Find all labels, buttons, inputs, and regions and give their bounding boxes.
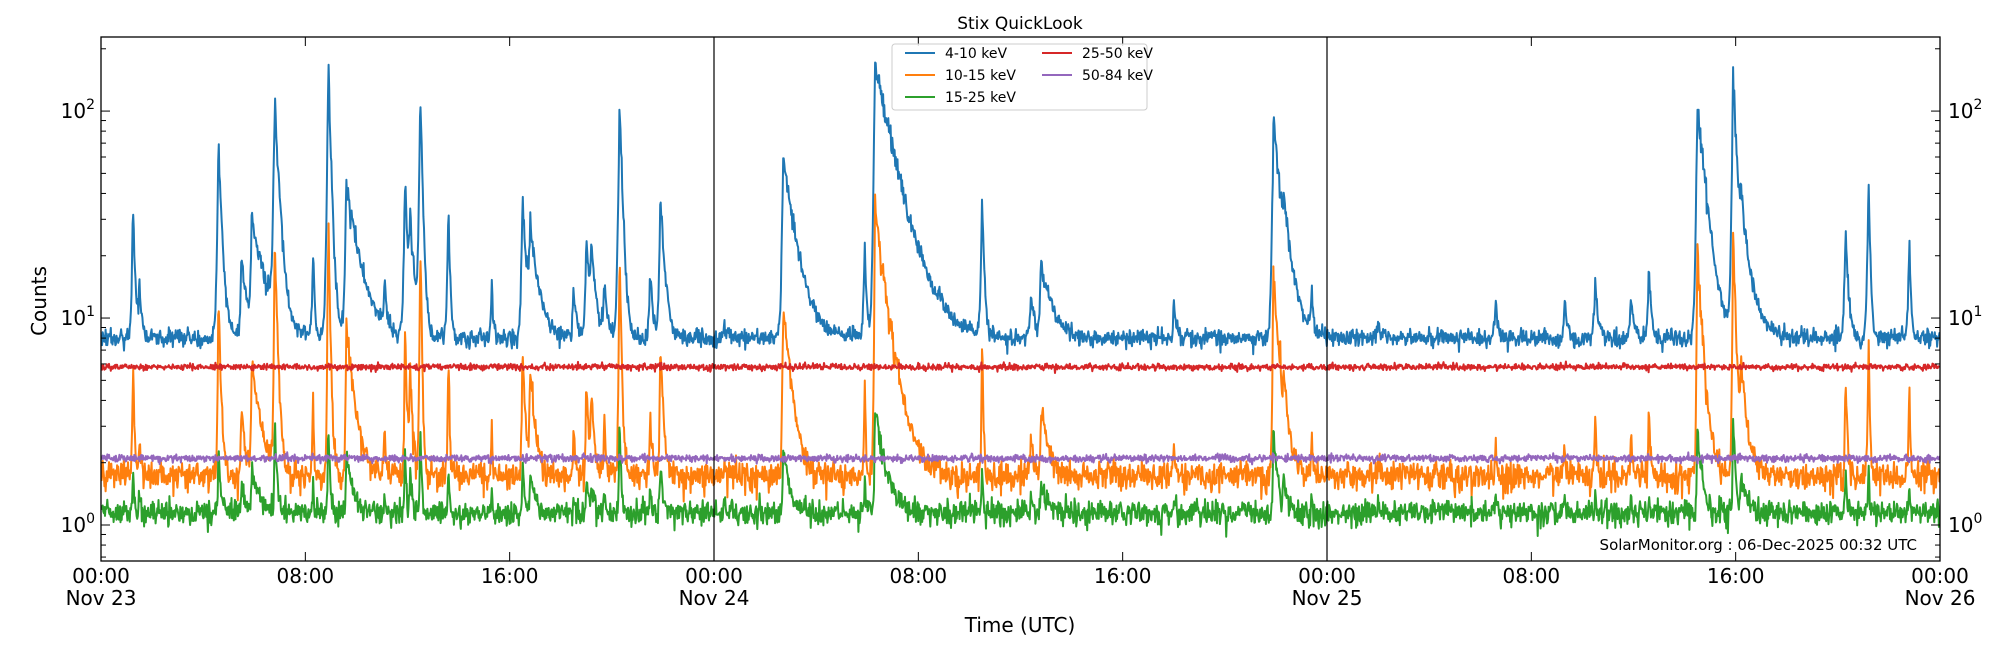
series-layer [101,61,1940,538]
y-tick-label: 101 [61,304,95,330]
x-tick-date-label: Nov 26 [1905,586,1976,610]
series-line-10-15-kev [101,193,1940,503]
legend-label: 25-50 keV [1082,46,1153,62]
x-tick-date-label: Nov 23 [66,586,137,610]
y-tick-exponent: 0 [86,511,95,527]
x-tick-label: 08:00 [277,564,335,588]
x-tick-label: 08:00 [890,564,948,588]
y-tick-label-right: 102 [1948,97,1982,123]
x-tick-label: 00:00 [685,564,743,588]
x-tick-label: 16:00 [1094,564,1152,588]
y-tick-exponent: 2 [1973,97,1982,113]
series-line-50-84-kev [101,451,1940,466]
y-tick-base: 10 [1948,513,1973,537]
x-tick-label: 16:00 [481,564,539,588]
x-tick-label: 00:00 [1911,564,1969,588]
y-tick-base: 10 [61,99,86,123]
series-line-15-25-kev [101,412,1940,538]
y-tick-label: 102 [61,97,95,123]
x-tick-date-label: Nov 25 [1292,586,1363,610]
y-tick-base: 10 [61,306,86,330]
y-tick-exponent: 1 [86,304,95,320]
legend-label: 10-15 keV [945,68,1016,84]
x-tick-label: 16:00 [1707,564,1765,588]
legend-label: 50-84 keV [1082,68,1153,84]
y-tick-exponent: 0 [1973,511,1982,527]
y-tick-exponent: 1 [1973,304,1982,320]
y-tick-base: 10 [1948,99,1973,123]
x-axis-label: Time (UTC) [964,613,1076,637]
x-tick-label: 08:00 [1503,564,1561,588]
y-axis-label: Counts [27,266,51,336]
y-tick-exponent: 2 [86,97,95,113]
y-tick-base: 10 [61,513,86,537]
legend-box [891,43,1148,111]
series-line-4-10-kev [101,61,1940,356]
series-line-25-50-kev [101,360,1940,374]
legend-label: 4-10 keV [945,46,1007,62]
y-tick-base: 10 [1948,306,1973,330]
annotation-watermark: SolarMonitor.org : 06-Dec-2025 00:32 UTC [1600,536,1917,554]
chart-title: Stix QuickLook [957,14,1083,34]
y-tick-label-right: 100 [1948,511,1982,537]
y-tick-label-right: 101 [1948,304,1982,330]
y-tick-label: 100 [61,511,95,537]
x-tick-date-label: Nov 24 [679,586,750,610]
legend: 4-10 keV 10-15 keV 15-25 keV 25-50 keV 50-84… [891,43,1153,111]
legend-label: 15-25 keV [945,90,1016,106]
x-tick-label: 00:00 [72,564,130,588]
plot-frame [100,36,1941,562]
x-tick-label: 00:00 [1298,564,1356,588]
